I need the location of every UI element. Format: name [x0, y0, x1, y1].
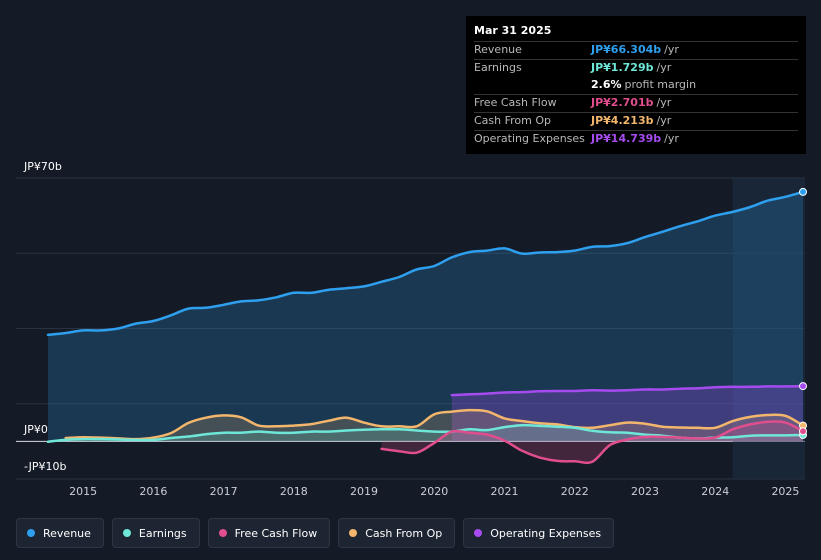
tooltip-value: JP¥4.213b [591, 114, 654, 127]
free-cash-flow-end-marker [799, 427, 807, 436]
tooltip-label [474, 77, 591, 94]
tooltip-unit: profit margin [624, 78, 697, 91]
x-tick-label: 2024 [701, 485, 729, 498]
free-cash-flow-line [380, 420, 805, 465]
x-tick-label: 2015 [69, 485, 97, 498]
chart-areas [48, 191, 804, 463]
legend-item-revenue[interactable]: Revenue [16, 518, 104, 548]
legend-label: Earnings [138, 526, 187, 540]
x-tick-label: 2020 [420, 485, 448, 498]
chart-gridlines [16, 177, 805, 480]
revenue-line [46, 190, 805, 337]
tooltip-value: JP¥14.739b [591, 132, 662, 145]
forecast-highlight-region [732, 178, 805, 479]
tooltip-row-free-cash-flow: Free Cash Flow JP¥2.701b /yr [474, 94, 798, 112]
x-tick-label: 2017 [210, 485, 238, 498]
tooltip-label: Free Cash Flow [474, 96, 557, 109]
tooltip-label: Cash From Op [474, 114, 552, 127]
y-axis-label-zero: JP¥0 [24, 423, 48, 436]
legend-label: Revenue [43, 526, 91, 540]
tooltip-label: Operating Expenses [474, 132, 585, 145]
legend-dot-icon [349, 529, 358, 537]
legend-item-free-cash-flow[interactable]: Free Cash Flow [207, 518, 331, 548]
x-tick-label: 2019 [350, 485, 378, 498]
x-tick-label: 2021 [491, 485, 519, 498]
legend-item-earnings[interactable]: Earnings [111, 518, 200, 548]
tooltip-unit: /yr [656, 61, 672, 74]
chart-legend: Revenue Earnings Free Cash Flow Cash Fro… [16, 518, 615, 548]
tooltip-row-revenue: Revenue JP¥66.304b /yr [474, 41, 798, 59]
tooltip-row-operating-expenses: Operating Expenses JP¥14.739b /yr [474, 130, 798, 148]
revenue-end-marker [799, 187, 807, 196]
x-tick-label: 2022 [561, 485, 589, 498]
tooltip-row-profit-margin: 2.6% profit margin [474, 77, 798, 94]
chart-canvas: 2015 2016 2017 2018 2019 2020 2021 2022 2023 2024… [16, 177, 807, 498]
legend-dot-icon [122, 529, 131, 537]
y-axis-label-top: JP¥70b [24, 160, 62, 173]
operating-expenses-end-marker [799, 382, 807, 391]
legend-item-cash-from-op[interactable]: Cash From Op [338, 518, 456, 548]
operating-expenses-line [450, 384, 805, 397]
legend-item-operating-expenses[interactable]: Operating Expenses [463, 518, 615, 548]
chart-lines [46, 190, 805, 465]
x-tick-label: 2016 [139, 485, 167, 498]
legend-label: Cash From Op [365, 526, 443, 540]
earnings-area [48, 425, 803, 442]
tooltip-unit: /yr [656, 96, 672, 109]
tooltip-label: Revenue [474, 43, 522, 56]
tooltip-unit: /yr [664, 43, 679, 56]
tooltip-label: Earnings [474, 61, 522, 74]
revenue-area [48, 191, 803, 442]
x-tick-label: 2023 [631, 485, 659, 498]
chart-end-markers [799, 187, 807, 439]
cash-from-op-line [64, 408, 805, 441]
tooltip-panel: Mar 31 2025 Revenue JP¥66.304b /yr Earni… [466, 16, 806, 154]
free-cash-flow-area [381, 421, 803, 463]
tooltip-row-cash-from-op: Cash From Op JP¥4.213b /yr [474, 112, 798, 130]
tooltip-unit: /yr [656, 114, 672, 127]
tooltip-value: 2.6% [591, 78, 622, 91]
x-tick-label: 2025 [771, 485, 799, 498]
tooltip-value: JP¥66.304b [591, 43, 662, 56]
tooltip-row-earnings: Earnings JP¥1.729b /yr [474, 59, 798, 77]
y-axis-label-bottom: -JP¥10b [24, 460, 67, 473]
legend-label: Operating Expenses [490, 526, 602, 540]
legend-dot-icon [474, 529, 483, 537]
x-axis-ticks: 2015 2016 2017 2018 2019 2020 2021 2022 2023 2024… [69, 485, 799, 498]
legend-dot-icon [218, 529, 227, 537]
tooltip-value: JP¥1.729b [591, 61, 654, 74]
x-tick-label: 2018 [280, 485, 308, 498]
legend-dot-icon [27, 529, 35, 537]
tooltip-value: JP¥2.701b [591, 96, 654, 109]
legend-label: Free Cash Flow [234, 526, 318, 540]
tooltip-unit: /yr [664, 132, 679, 145]
tooltip-date: Mar 31 2025 [474, 24, 552, 37]
